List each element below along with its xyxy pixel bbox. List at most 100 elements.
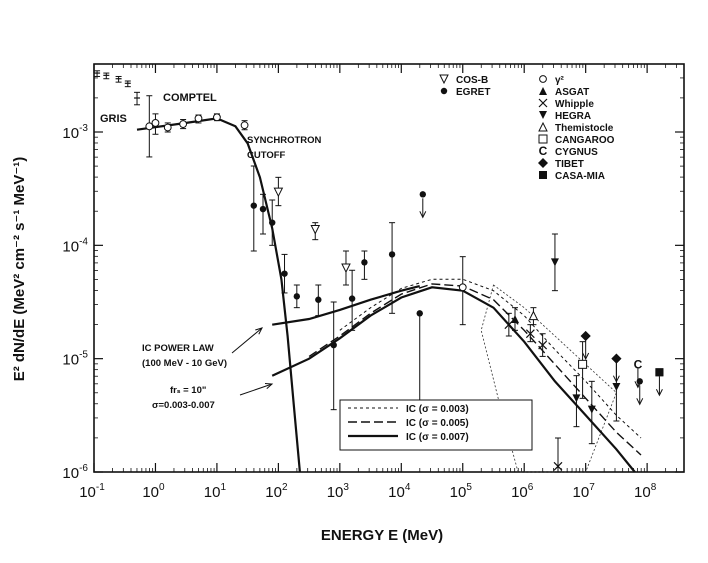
x-tick-label: 104 bbox=[388, 482, 411, 501]
x-tick-label: 10-1 bbox=[79, 482, 105, 501]
frs-arrow-head bbox=[264, 383, 274, 390]
x-tick-label: 107 bbox=[573, 482, 596, 501]
data-point-comptel bbox=[151, 119, 160, 127]
legend-symbol bbox=[538, 121, 548, 132]
annotation-sigma-range: σ=0.003-0.007 bbox=[152, 400, 215, 411]
data-point-egret bbox=[348, 295, 356, 302]
upper-limit-arrowhead bbox=[582, 352, 590, 361]
data-point-cos-b bbox=[310, 224, 321, 235]
y-tick-label: 10-3 bbox=[62, 123, 88, 142]
upper-limit-arrowhead bbox=[636, 398, 644, 406]
data-point-comptel bbox=[163, 123, 172, 132]
legend-symbol: C bbox=[539, 144, 548, 158]
line-legend: IC (σ = 0.003) IC (σ = 0.005) IC (σ = 0.00… bbox=[339, 399, 533, 451]
x-tick-label: 105 bbox=[450, 482, 473, 501]
y-axis-title: E² dN/dE (MeV² cm⁻² s⁻¹ MeV⁻¹) bbox=[11, 157, 28, 382]
upper-limit-marker: C bbox=[634, 357, 643, 371]
legend-symbol bbox=[539, 87, 547, 95]
data-point-asgat bbox=[510, 315, 519, 323]
curve-ic-sigma-0-003- bbox=[339, 278, 642, 439]
y-tick-label: 10-4 bbox=[62, 236, 88, 255]
data-point-egret bbox=[330, 341, 337, 349]
y-tick-label: 10-6 bbox=[62, 463, 88, 482]
legend-label: CYGNUS bbox=[555, 147, 598, 158]
annotation-comptel: COMPTEL bbox=[163, 92, 217, 104]
upper-limit-arrowhead bbox=[419, 211, 427, 219]
line-legend-label: IC (σ = 0.005) bbox=[406, 418, 469, 429]
annotation-synchrotron: SYNCHROTRON bbox=[247, 135, 322, 146]
upper-limit-marker bbox=[611, 353, 622, 364]
upper-limit-marker bbox=[580, 331, 591, 341]
upper-limit-arrowhead bbox=[655, 389, 663, 397]
annotation-arrows bbox=[231, 327, 274, 396]
legend-label: Themistocle bbox=[555, 123, 614, 134]
legend-symbol bbox=[439, 74, 449, 85]
data-point-cos-b bbox=[273, 187, 284, 198]
curve-ic-power-law bbox=[272, 285, 420, 326]
data-point-hegra bbox=[612, 383, 621, 391]
legend-label: Whipple bbox=[555, 99, 594, 110]
legend-label: CASA-MIA bbox=[555, 171, 605, 182]
upper-limit-marker bbox=[655, 368, 664, 377]
data-point-egret bbox=[361, 259, 368, 266]
y-tick-label: 10-5 bbox=[62, 350, 88, 369]
data-point-egret bbox=[416, 310, 423, 317]
annotation-ic-power-law: IC POWER LAW bbox=[142, 343, 214, 354]
x-tick-label: 100 bbox=[142, 482, 165, 501]
upper-limit-arrowhead bbox=[634, 381, 642, 389]
line-legend-label: IC (σ = 0.003) bbox=[406, 404, 469, 415]
uncertainty-band bbox=[480, 284, 617, 473]
plot-frame bbox=[93, 63, 685, 473]
curve-synchrotron bbox=[136, 117, 301, 473]
data-point-comptel bbox=[194, 114, 203, 123]
legend-symbol bbox=[538, 98, 548, 108]
data-point-egret bbox=[259, 205, 267, 213]
x-tick-label: 102 bbox=[265, 482, 288, 501]
annotation-gris: GRIS bbox=[100, 113, 127, 125]
data-point-hegra bbox=[550, 258, 559, 267]
data-point-cos-b bbox=[341, 263, 351, 274]
data-point-hegra-core bbox=[587, 405, 596, 414]
legend-symbol bbox=[539, 75, 547, 83]
legend-label: TIBET bbox=[555, 159, 584, 170]
data-point-hegra-core bbox=[572, 394, 581, 403]
legend-label: HEGRA bbox=[555, 111, 591, 122]
data-point-egret bbox=[281, 270, 288, 277]
line-legend-label: IC (σ = 0.007) bbox=[406, 432, 469, 443]
annotation-ic-power-law-range: (100 MeV - 10 GeV) bbox=[142, 358, 227, 369]
upper-limit-marker bbox=[419, 191, 427, 198]
data-point-comptel bbox=[213, 113, 221, 122]
x-tick-label: 101 bbox=[204, 482, 227, 501]
data-point-gamma2 bbox=[458, 283, 467, 292]
legend-label: CANGAROO bbox=[555, 135, 615, 146]
legend-symbol bbox=[539, 111, 547, 119]
legend-label: COS-B bbox=[456, 75, 488, 86]
frs-arrow bbox=[239, 383, 273, 396]
data-point-comptel bbox=[240, 121, 249, 130]
annotation-cutoff: CUTOFF bbox=[247, 150, 286, 161]
data-point-whipple bbox=[553, 461, 563, 471]
legend-label: EGRET bbox=[456, 87, 490, 98]
upper-limit-arrowhead bbox=[612, 375, 620, 383]
legend-symbol bbox=[538, 134, 548, 144]
x-tick-label: 106 bbox=[511, 482, 534, 501]
data-point-whipple bbox=[525, 329, 535, 339]
data-point-whipple bbox=[538, 340, 548, 350]
data-point-comptel bbox=[179, 120, 188, 128]
legend-symbol bbox=[440, 87, 448, 95]
legend-symbol bbox=[538, 158, 548, 168]
x-tick-label: 108 bbox=[634, 482, 657, 501]
data-point-themistocle bbox=[528, 310, 539, 321]
data-point-comptel bbox=[145, 122, 154, 131]
data-point-cangaroo bbox=[578, 359, 588, 369]
ic-power-law-arrow-head bbox=[255, 327, 263, 335]
x-tick-label: 103 bbox=[327, 482, 350, 501]
legend-label: ASGAT bbox=[555, 87, 589, 98]
data-point-egret bbox=[250, 202, 257, 209]
curve-ic-sigma-0-005- bbox=[308, 283, 642, 456]
legend-label: γ² bbox=[555, 75, 565, 86]
legend-symbol bbox=[539, 171, 547, 179]
